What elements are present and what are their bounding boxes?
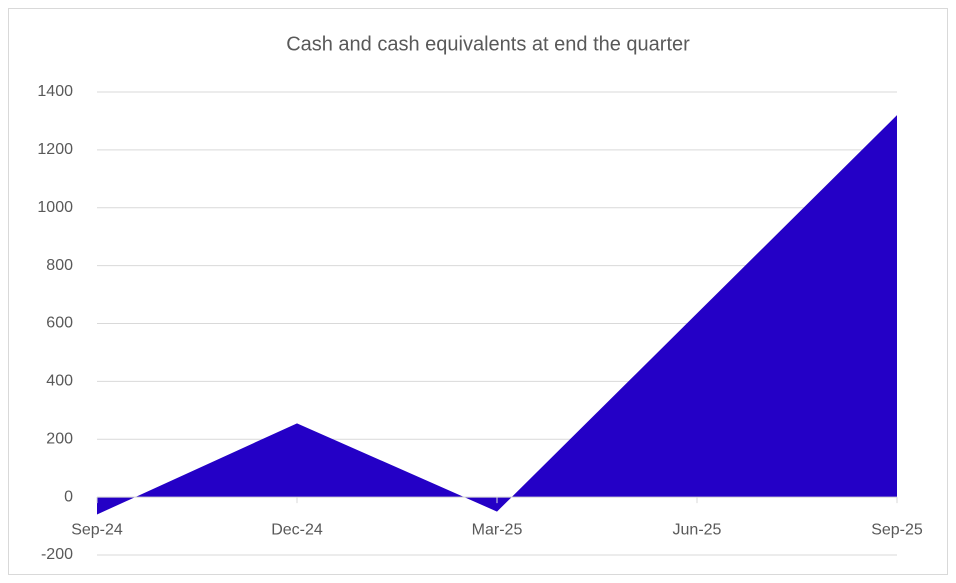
x-tick-label: Sep-24: [71, 521, 123, 538]
chart-title: Cash and cash equivalents at end the qua…: [286, 33, 690, 55]
y-tick-label: 1400: [37, 83, 73, 100]
y-tick-label: 1000: [37, 199, 73, 216]
y-tick-label: -200: [41, 546, 73, 563]
y-tick-label: 600: [46, 315, 73, 332]
y-tick-label: 800: [46, 257, 73, 274]
x-tick-label: Sep-25: [871, 521, 923, 538]
y-tick-label: 200: [46, 430, 73, 447]
x-tick-label: Mar-25: [472, 521, 523, 538]
x-tick-label: Jun-25: [673, 521, 722, 538]
area: [97, 115, 897, 515]
x-tick-label: Dec-24: [271, 521, 323, 538]
y-tick-label: 1200: [37, 141, 73, 158]
y-tick-label: 400: [46, 373, 73, 390]
y-tick-label: 0: [64, 488, 73, 505]
